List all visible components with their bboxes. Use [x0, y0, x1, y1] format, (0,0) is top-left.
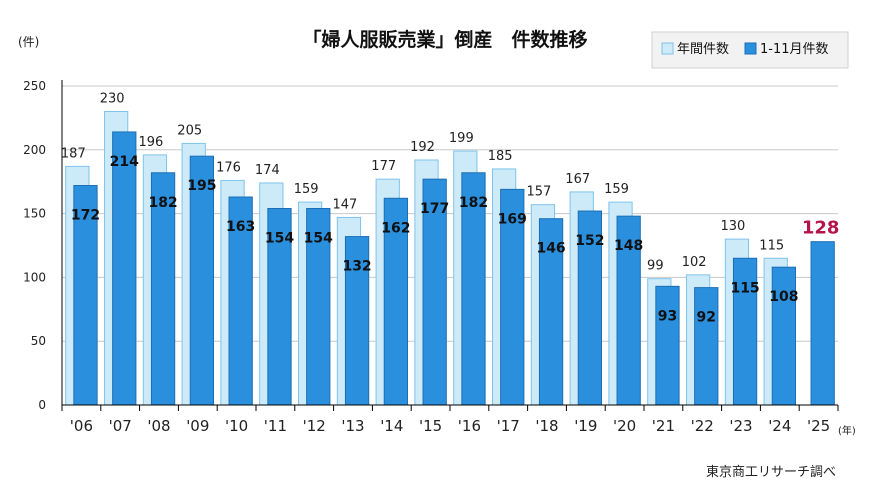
label-jan-nov: 146 — [536, 241, 565, 257]
label-jan-nov: 108 — [769, 289, 798, 305]
y-axis-unit: (件) — [18, 35, 39, 49]
label-annual: 192 — [410, 140, 435, 155]
bar-jan-nov — [694, 287, 719, 406]
label-annual: 205 — [177, 123, 202, 138]
x-tick-label: '18 — [535, 417, 558, 435]
label-annual: 99 — [647, 259, 664, 274]
label-jan-nov: 214 — [110, 154, 139, 170]
x-tick-label: '12 — [303, 417, 326, 435]
legend-label-annual: 年間件数 — [677, 42, 729, 57]
label-annual: 115 — [759, 238, 784, 253]
label-annual: 174 — [255, 163, 280, 178]
x-tick-label: '11 — [264, 417, 287, 435]
x-tick-label: '21 — [652, 417, 675, 435]
label-jan-nov: 115 — [730, 280, 759, 296]
y-tick-label: 0 — [38, 398, 46, 412]
label-jan-nov: 163 — [226, 219, 255, 235]
x-tick-label: '08 — [147, 417, 170, 435]
axes: 0 50 100 150 200 250 '06 '07 '08 '09 '10 '11 '12 '13 '… — [23, 79, 839, 435]
x-axis-unit: (年) — [838, 424, 856, 437]
label-jan-nov: 132 — [342, 259, 371, 275]
y-tick-label: 100 — [23, 270, 46, 284]
label-annual: 196 — [139, 135, 164, 150]
label-jan-nov: 182 — [459, 195, 488, 211]
label-annual: 167 — [565, 172, 590, 187]
label-jan-nov: 169 — [498, 211, 527, 227]
x-tick-label: '07 — [109, 417, 132, 435]
label-jan-nov: 177 — [420, 201, 449, 217]
label-jan-nov: 195 — [187, 178, 216, 194]
x-tick-label: '16 — [458, 417, 481, 435]
label-annual: 102 — [682, 255, 707, 270]
label-jan-nov: 93 — [658, 308, 677, 324]
bar-jan-nov — [810, 241, 835, 406]
label-jan-nov: 154 — [265, 230, 294, 246]
bar-jan-nov — [112, 131, 137, 406]
label-annual: 176 — [216, 160, 241, 175]
label-annual: 159 — [294, 182, 319, 197]
x-tick-label: '13 — [341, 417, 364, 435]
label-annual: 199 — [449, 131, 474, 146]
bar-jan-nov — [655, 285, 680, 406]
x-tick-label: '14 — [380, 417, 403, 435]
legend-swatch-annual — [661, 42, 674, 55]
x-tick-label: '09 — [186, 417, 209, 435]
x-tick-label: '19 — [574, 417, 597, 435]
legend-swatch-jan-nov — [744, 42, 757, 55]
bars — [65, 111, 835, 406]
x-tick-label: '20 — [613, 417, 636, 435]
x-tick-label: '06 — [70, 417, 93, 435]
label-jan-nov: 148 — [614, 238, 643, 254]
y-tick-label: 150 — [23, 207, 46, 221]
y-tick-label: 50 — [31, 334, 46, 348]
label-annual: 230 — [100, 92, 125, 107]
label-annual: 159 — [604, 182, 629, 197]
x-tick-label: '23 — [729, 417, 752, 435]
bar-jan-nov — [771, 266, 797, 406]
legend: 年間件数 1-11月件数 — [651, 31, 849, 69]
label-annual: 147 — [333, 197, 358, 212]
y-tick-label: 250 — [23, 79, 46, 93]
source-note: 東京商工リサーチ調べ — [706, 464, 836, 480]
label-annual: 187 — [61, 146, 86, 161]
label-annual: 130 — [721, 219, 746, 234]
label-jan-nov: 172 — [71, 208, 100, 224]
x-tick-label: '17 — [497, 417, 520, 435]
x-tick-label: '25 — [807, 417, 830, 435]
label-jan-nov: 154 — [304, 230, 333, 246]
label-jan-nov-highlight: 128 — [802, 218, 840, 239]
x-tick-label: '15 — [419, 417, 442, 435]
x-tick-label: '24 — [768, 417, 791, 435]
label-annual: 177 — [371, 159, 396, 174]
x-tick-label: '10 — [225, 417, 248, 435]
label-annual: 157 — [527, 185, 552, 200]
label-annual: 185 — [488, 149, 513, 164]
label-jan-nov: 152 — [575, 233, 604, 249]
label-jan-nov: 162 — [381, 220, 410, 236]
legend-label-jan-nov: 1-11月件数 — [760, 42, 829, 57]
chart-title: 「婦人服販売業」倒産 件数推移 — [302, 28, 587, 51]
label-jan-nov: 92 — [697, 310, 716, 326]
label-jan-nov: 182 — [148, 195, 177, 211]
x-tick-label: '22 — [691, 417, 714, 435]
y-tick-label: 200 — [23, 143, 46, 157]
